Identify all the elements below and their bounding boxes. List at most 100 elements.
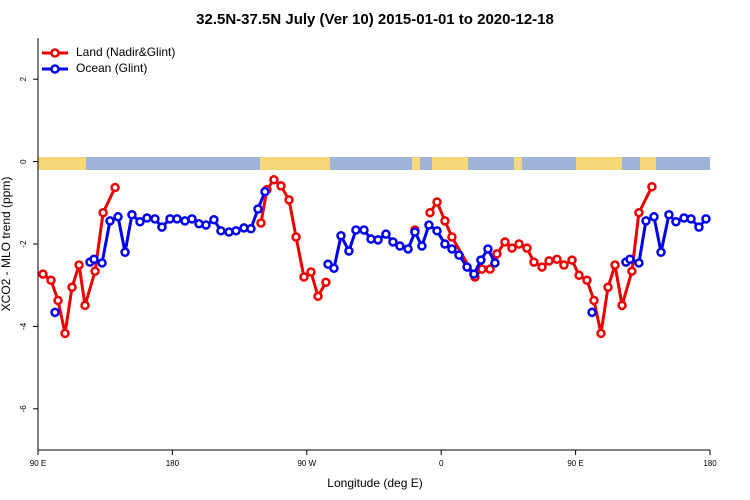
data-point xyxy=(395,241,405,251)
data-point xyxy=(522,243,532,253)
data-point xyxy=(127,209,137,220)
data-point xyxy=(276,181,286,191)
x-tick-label: 180 xyxy=(703,459,717,468)
data-point xyxy=(209,214,219,225)
legend-marker xyxy=(50,48,60,58)
data-point xyxy=(381,229,391,239)
data-point xyxy=(269,174,279,185)
y-tick-label: 0 xyxy=(19,159,28,164)
data-point xyxy=(46,275,56,286)
data-point xyxy=(260,186,270,197)
data-point xyxy=(410,227,420,237)
data-point xyxy=(284,195,294,205)
data-point xyxy=(582,275,592,286)
data-point xyxy=(321,277,331,288)
data-point xyxy=(74,260,84,270)
y-tick-label: 2 xyxy=(19,76,28,81)
data-point xyxy=(507,243,517,253)
data-point xyxy=(388,237,398,247)
data-point xyxy=(596,328,606,339)
data-point xyxy=(231,226,241,236)
data-point xyxy=(329,263,339,274)
data-point xyxy=(359,225,369,235)
data-point xyxy=(664,209,674,220)
x-tick-label: 180 xyxy=(166,459,180,468)
data-point xyxy=(98,207,108,218)
data-point xyxy=(552,254,562,264)
data-point xyxy=(80,300,90,311)
data-point xyxy=(53,295,63,306)
x-axis-label: Longitude (deg E) xyxy=(327,476,422,490)
data-point xyxy=(492,249,502,259)
data-point xyxy=(694,222,704,232)
data-point xyxy=(610,260,620,270)
data-point xyxy=(67,282,77,293)
data-point xyxy=(172,214,182,224)
data-point xyxy=(38,269,48,279)
data-point xyxy=(425,207,435,218)
data-point xyxy=(490,258,500,268)
data-point xyxy=(110,182,120,193)
data-point xyxy=(634,258,644,268)
data-point xyxy=(559,260,569,270)
land-ocean-strip xyxy=(38,157,710,170)
y-axis-label: XCO2 - MLO trend (ppm) xyxy=(0,177,13,312)
data-point xyxy=(403,244,413,254)
data-point xyxy=(150,214,160,224)
data-point xyxy=(537,262,547,272)
data-point xyxy=(544,256,554,266)
data-point xyxy=(440,216,450,226)
x-tick-label: 90 W xyxy=(297,459,316,468)
data-point xyxy=(686,214,696,224)
data-point xyxy=(256,218,266,228)
legend-marker xyxy=(50,64,60,74)
data-point xyxy=(477,264,487,274)
data-point xyxy=(627,266,637,276)
data-point xyxy=(351,225,361,235)
data-point xyxy=(306,267,316,277)
data-point xyxy=(649,212,659,222)
data-point xyxy=(603,282,613,293)
legend-label: Land (Nadir&Glint) xyxy=(76,45,175,59)
data-point xyxy=(246,224,256,234)
data-point xyxy=(447,244,457,254)
data-point xyxy=(574,270,584,281)
data-point xyxy=(447,232,457,242)
data-point xyxy=(373,235,383,245)
data-point xyxy=(187,214,197,224)
y-tick-label: -6 xyxy=(19,405,28,413)
data-point xyxy=(253,204,263,214)
x-tick-label: 0 xyxy=(439,459,444,468)
data-point xyxy=(587,307,597,318)
x-tick-label: 90 E xyxy=(567,459,583,468)
data-point xyxy=(625,254,635,264)
data-point xyxy=(454,250,464,260)
data-point xyxy=(476,255,486,265)
data-point xyxy=(299,272,309,282)
data-point xyxy=(291,232,301,242)
data-point xyxy=(514,239,524,249)
y-tick-label: -4 xyxy=(19,322,28,330)
data-point xyxy=(157,222,167,232)
data-point xyxy=(701,214,711,224)
data-point xyxy=(97,258,107,268)
data-point xyxy=(656,247,666,257)
data-point xyxy=(313,291,323,302)
legend-label: Ocean (Glint) xyxy=(76,61,147,75)
data-point xyxy=(483,244,493,254)
data-point xyxy=(529,257,539,267)
data-point xyxy=(634,207,644,218)
data-point xyxy=(440,239,450,249)
data-point xyxy=(89,254,99,264)
data-point xyxy=(617,300,627,311)
data-point xyxy=(647,181,657,192)
data-point xyxy=(60,328,70,339)
data-point xyxy=(567,255,577,265)
data-point xyxy=(344,246,354,256)
data-point xyxy=(641,216,651,226)
data-point xyxy=(120,247,130,257)
data-point xyxy=(50,307,60,318)
data-point xyxy=(432,226,442,236)
data-point xyxy=(201,220,211,230)
data-point xyxy=(336,231,346,241)
